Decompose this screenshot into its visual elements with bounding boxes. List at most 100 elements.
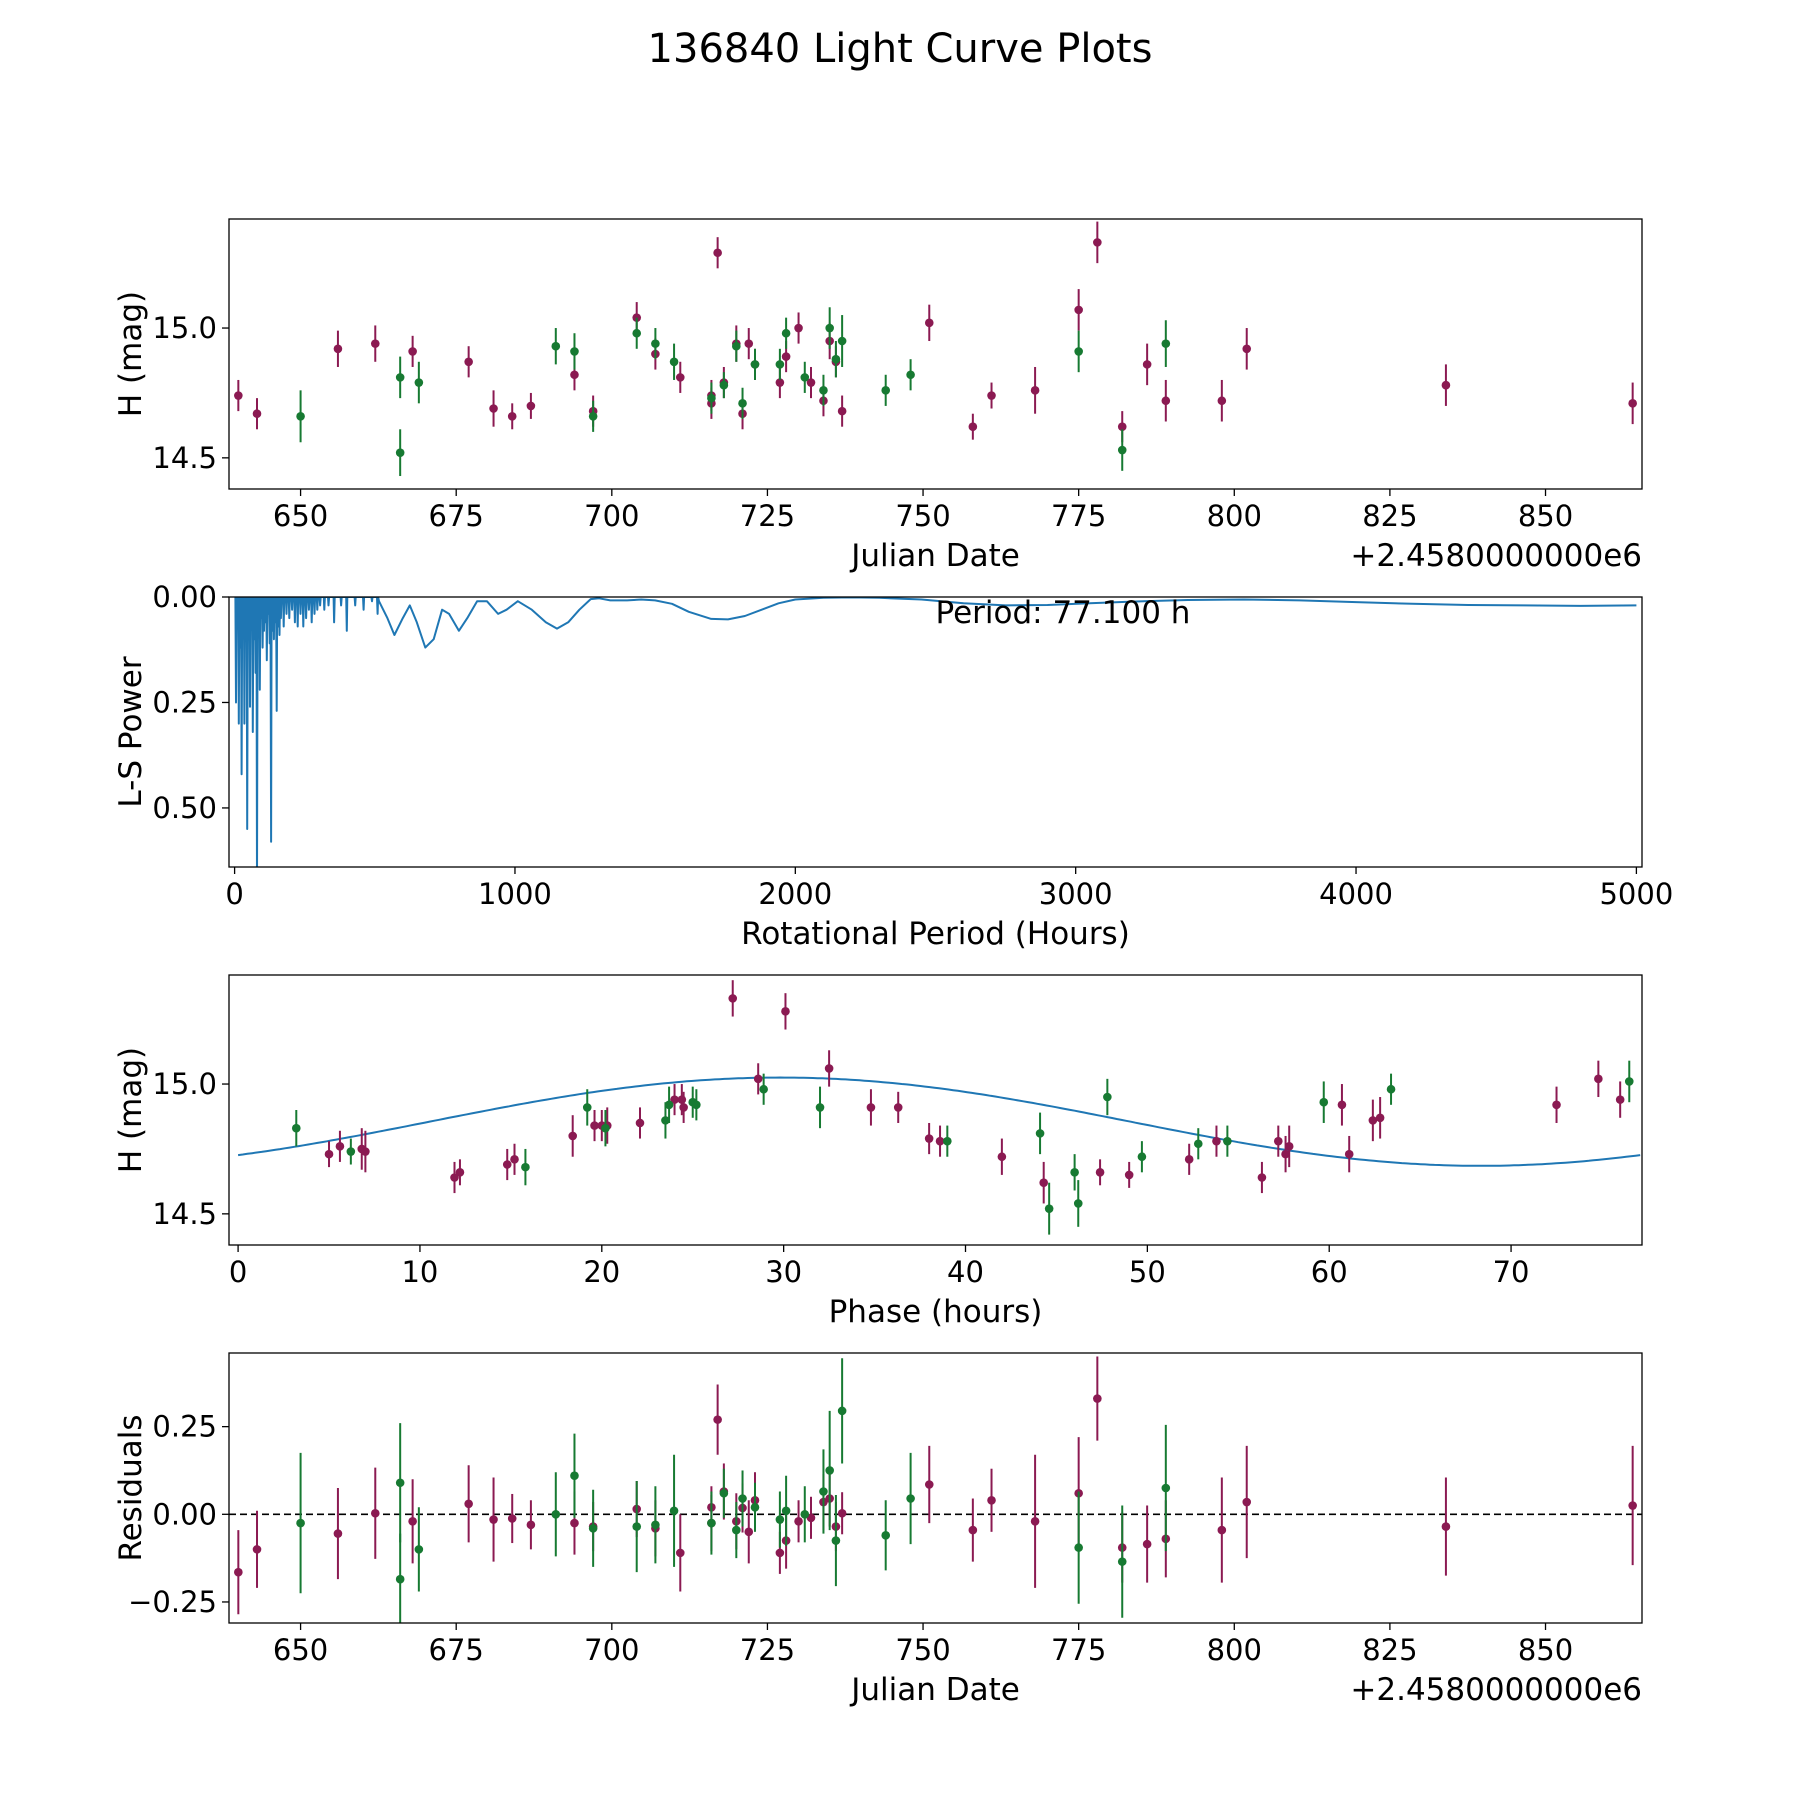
y-axis-label: H (mag) xyxy=(113,1047,149,1173)
x-offset-label: +2.4580000000e6 xyxy=(1350,538,1642,574)
data-point xyxy=(489,404,498,413)
data-point xyxy=(924,1480,934,1489)
data-point xyxy=(450,1173,459,1182)
data-point xyxy=(1070,1168,1079,1177)
data-point xyxy=(1030,386,1040,395)
data-point xyxy=(924,1134,934,1143)
y-tick-label: 15.0 xyxy=(152,311,217,345)
data-point xyxy=(1074,347,1083,356)
x-tick-label: 5000 xyxy=(1599,877,1673,911)
data-point xyxy=(588,1524,598,1533)
data-point xyxy=(713,248,722,258)
data-point xyxy=(968,422,978,431)
data-point xyxy=(664,1100,674,1110)
data-point xyxy=(1223,1136,1232,1146)
data-point xyxy=(906,370,915,380)
data-point xyxy=(670,1095,679,1104)
data-point xyxy=(707,1518,716,1528)
x-tick-label: 1000 xyxy=(478,877,552,911)
data-point xyxy=(632,328,642,338)
x-tick-label: 0 xyxy=(225,877,243,911)
data-point xyxy=(1217,396,1227,406)
data-point xyxy=(1624,1077,1634,1086)
data-point xyxy=(395,448,405,457)
axes-frame xyxy=(228,218,1643,490)
x-tick-label: 3000 xyxy=(1039,877,1113,911)
data-point xyxy=(825,1466,834,1475)
y-tick-label: 0.00 xyxy=(152,1497,217,1531)
data-point xyxy=(750,360,760,369)
y-tick-label: 0.50 xyxy=(152,791,217,825)
data-point xyxy=(1124,1170,1134,1180)
x-tick-label: 0 xyxy=(229,1255,247,1289)
data-point xyxy=(570,1471,579,1481)
axes-frame xyxy=(228,974,1643,1246)
x-tick-label: 2000 xyxy=(758,877,832,911)
x-axis-label: Rotational Period (Hours) xyxy=(741,916,1130,952)
data-point xyxy=(679,1103,688,1112)
data-point xyxy=(1615,1095,1625,1104)
data-point xyxy=(1242,344,1252,354)
data-point xyxy=(669,1506,679,1516)
periodogram-line xyxy=(234,597,1637,867)
data-point xyxy=(346,1147,356,1156)
data-point xyxy=(781,352,791,361)
x-tick-label: 800 xyxy=(1207,1633,1262,1667)
data-point xyxy=(906,1494,915,1503)
data-point xyxy=(1161,396,1171,406)
data-point xyxy=(800,1509,810,1519)
x-tick-label: 30 xyxy=(765,1255,802,1289)
data-point xyxy=(831,1536,841,1545)
data-point xyxy=(866,1103,876,1112)
data-point xyxy=(1137,1152,1147,1162)
panel-ls: 0 1000 2000 3000 4000 5000 0.00 0.25 0.50 Rotatio… xyxy=(113,580,1673,952)
data-point xyxy=(570,347,579,356)
x-tick-label: 675 xyxy=(429,1633,484,1667)
data-point xyxy=(588,412,598,421)
data-point xyxy=(1441,1522,1451,1531)
data-point xyxy=(1594,1074,1603,1084)
data-point xyxy=(568,1131,578,1141)
data-point xyxy=(675,1548,685,1558)
data-point xyxy=(1039,1178,1049,1187)
data-point xyxy=(738,399,747,408)
x-tick-label: 40 xyxy=(947,1255,984,1289)
x-offset-label: +2.4580000000e6 xyxy=(1350,1672,1642,1708)
data-point xyxy=(296,1518,305,1528)
data-point xyxy=(987,391,996,400)
data-point xyxy=(935,1136,945,1146)
y-tick-label: 15.0 xyxy=(152,1067,217,1101)
data-point xyxy=(661,1116,670,1125)
data-point xyxy=(570,370,579,380)
data-point xyxy=(819,386,828,395)
data-point xyxy=(893,1103,903,1112)
data-point xyxy=(526,1520,536,1530)
data-point xyxy=(825,323,834,333)
data-point xyxy=(1035,1129,1045,1138)
x-tick-label: 725 xyxy=(740,499,795,533)
data-point xyxy=(464,357,473,367)
data-point xyxy=(1161,339,1171,348)
data-point xyxy=(333,344,343,354)
data-point xyxy=(1375,1113,1385,1123)
data-point xyxy=(837,336,847,346)
data-point xyxy=(744,339,754,348)
data-point xyxy=(781,328,791,338)
figure-title: 136840 Light Curve Plots xyxy=(647,26,1153,72)
x-tick-label: 825 xyxy=(1362,1633,1417,1667)
y-tick-label: 14.5 xyxy=(152,1197,217,1231)
data-point xyxy=(582,1103,592,1112)
data-point xyxy=(395,1478,405,1488)
data-point xyxy=(335,1142,345,1151)
data-point xyxy=(759,1084,768,1094)
x-tick-label: 775 xyxy=(1051,1633,1106,1667)
data-layer-lc xyxy=(234,221,1637,477)
data-point xyxy=(551,1509,561,1519)
data-point xyxy=(333,1529,343,1538)
x-tick-label: 10 xyxy=(401,1255,438,1289)
x-tick-label: 675 xyxy=(429,499,484,533)
data-point xyxy=(234,391,243,400)
data-point xyxy=(590,1121,599,1130)
data-point xyxy=(1184,1155,1194,1164)
data-point xyxy=(296,412,305,421)
